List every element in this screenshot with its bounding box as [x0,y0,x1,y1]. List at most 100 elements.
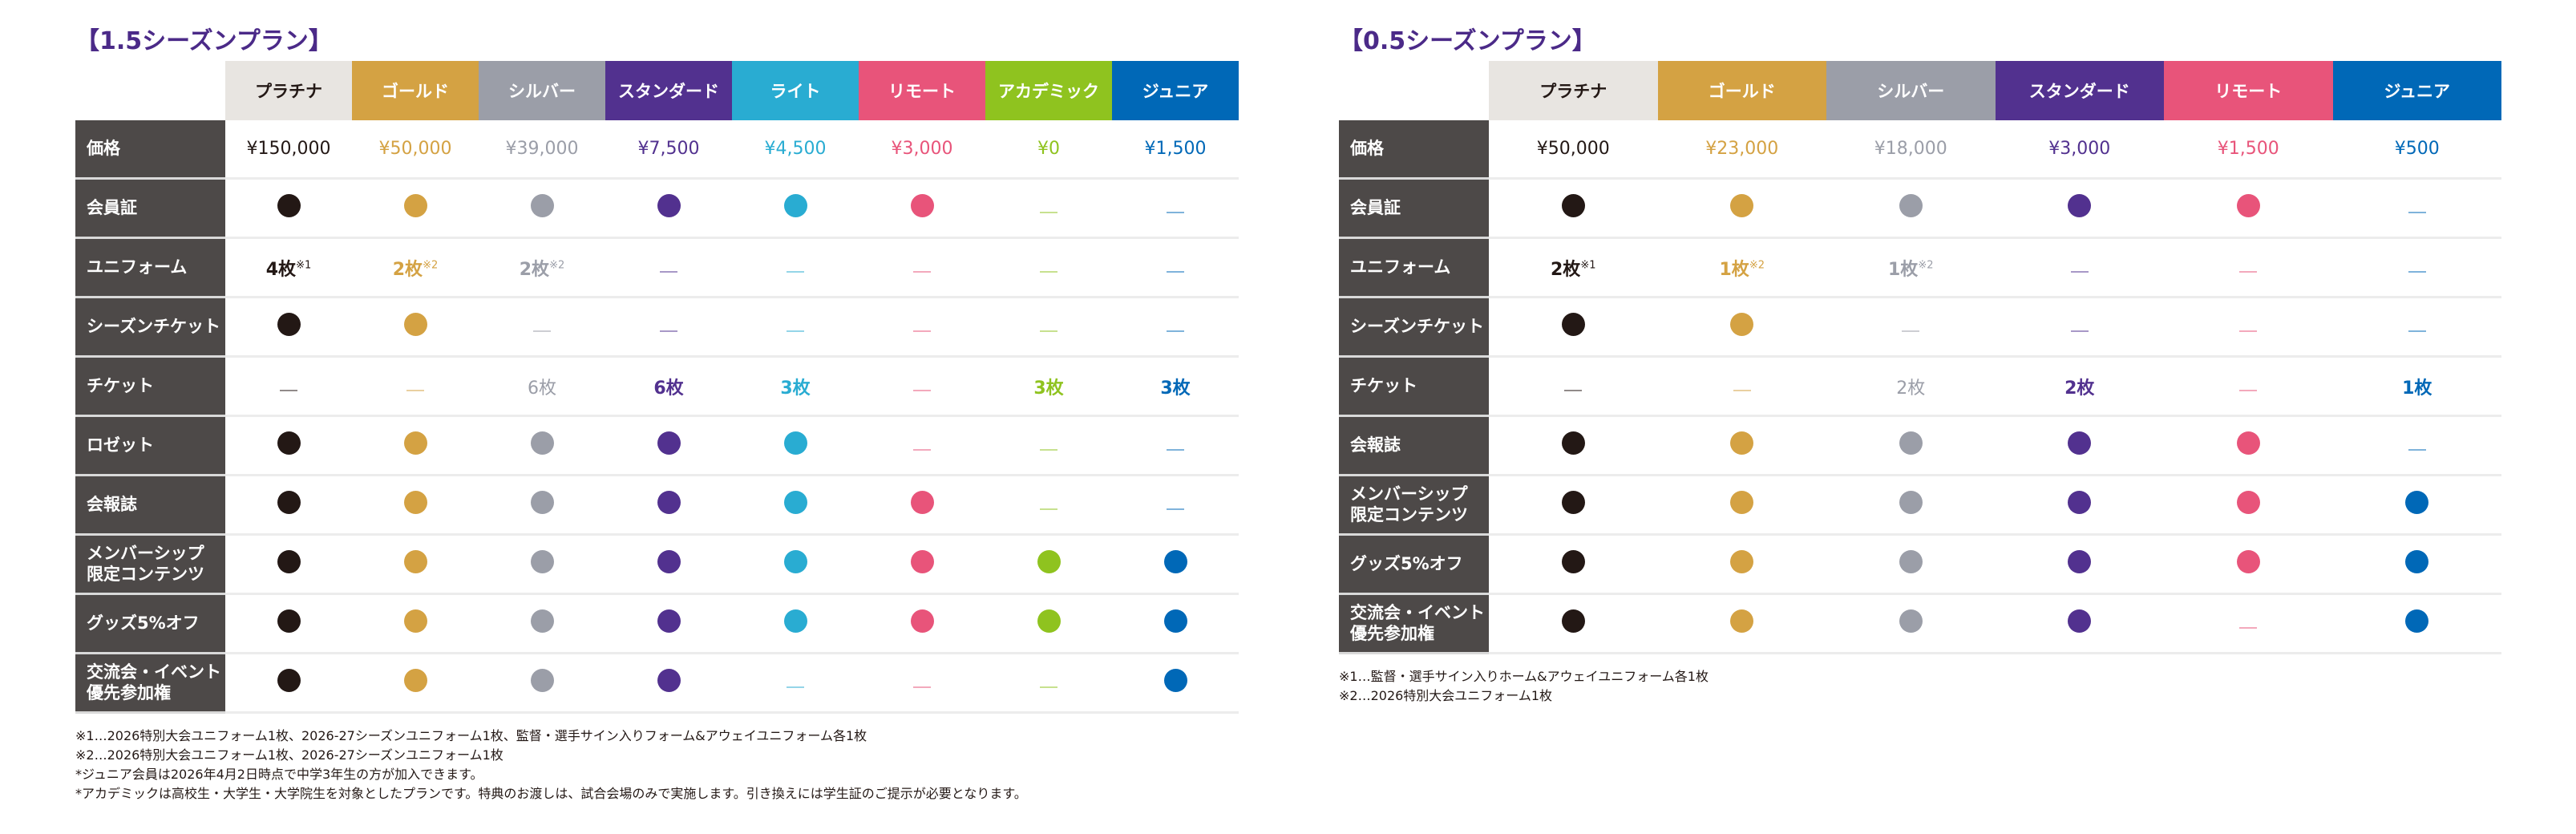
not-included-dash-icon [2408,449,2426,451]
included-dot-icon [530,550,554,573]
table-cell [1826,415,1996,476]
row-label: 価格 [75,120,225,180]
table-cell [2164,415,2333,476]
cell-value: ¥18,000 [1874,139,1947,159]
included-dot-icon [657,491,681,514]
included-dot-icon [1899,431,1923,455]
table-cell: ¥50,000 [352,120,479,180]
included-dot-icon [783,609,807,633]
table-cell [985,178,1112,239]
table-cell: 6枚 [479,356,605,417]
table-cell [479,178,605,239]
table-cell [1657,178,1826,239]
included-dot-icon [277,194,301,217]
cell-value: ¥50,000 [378,139,452,159]
cell-value: ¥3,000 [2048,139,2111,159]
footnote: ※2…2026特別大会ユニフォーム1枚、2026-27シーズンユニフォーム1枚 [75,747,503,763]
table-row: シーズンチケット [75,297,1239,358]
table-cell: 2枚 [1826,356,1996,417]
included-dot-icon [783,431,807,455]
table-cell [985,237,1112,298]
included-dot-icon [657,550,681,573]
table-cell [225,593,352,654]
table-row: 交流会・イベント 優先参加権 [1339,593,2501,654]
not-included-dash-icon [1167,330,1184,332]
included-dot-icon [2405,609,2429,633]
table-row: チケット 2枚 2枚 1枚 [1339,356,2501,417]
table-cell [2164,297,2333,358]
table-row: ユニフォーム 4枚※1 2枚※2 2枚※2 [75,237,1239,298]
table-cell [605,297,732,358]
table-cell [1826,593,1996,654]
table-cell [859,356,985,417]
table-cell: ¥1,500 [1112,120,1239,180]
included-dot-icon [1730,609,1754,633]
table-row: ユニフォーム 2枚※1 1枚※2 1枚※2 [1339,237,2501,298]
table-cell: 2枚※2 [352,237,479,298]
cell-value: ¥3,000 [891,139,953,159]
not-included-dash-icon [660,330,677,332]
not-included-dash-icon [1040,449,1057,451]
table-cell: 3枚 [985,356,1112,417]
table-cell [1112,297,1239,358]
header-corner [75,61,225,120]
included-dot-icon [403,669,427,692]
table-cell [352,475,479,536]
cell-value: 3枚 [780,378,811,399]
footnote: *アカデミックは高校生・大学生・大学院生を対象としたプランです。特典のお渡しは、… [75,786,1027,801]
table-cell [352,356,479,417]
row-label: 会員証 [1339,178,1489,239]
table-cell [859,475,985,536]
column-header: リモート [2164,61,2333,120]
table-cell [859,178,985,239]
table-cell [1995,237,2164,298]
cell-value: 6枚 [653,378,684,399]
cell-value: ¥39,000 [505,139,579,159]
table-cell [1112,415,1239,476]
cell-value: 4枚 [265,259,297,280]
table-cell [479,593,605,654]
table-cell [2332,237,2501,298]
not-included-dash-icon [787,686,804,688]
not-included-dash-icon [1040,686,1057,688]
row-label: シーズンチケット [75,297,225,358]
table-cell [2332,415,2501,476]
table-cell [605,237,732,298]
included-dot-icon [657,194,681,217]
table-cell [225,653,352,714]
table-cell [2164,593,2333,654]
included-dot-icon [277,491,301,514]
table-cell: 3枚 [1112,356,1239,417]
cell-value: 3枚 [1033,378,1064,399]
not-included-dash-icon [913,449,931,451]
table-cell [2332,593,2501,654]
table-cell [1995,178,2164,239]
table-cell [732,415,859,476]
table-row: 会員証 [75,178,1239,239]
row-label: グッズ5%オフ [1339,534,1489,595]
table-cell [1995,415,2164,476]
table-cell [1826,178,1996,239]
not-included-dash-icon [1040,212,1057,213]
included-dot-icon [1163,669,1187,692]
included-dot-icon [1730,491,1754,514]
included-dot-icon [1730,313,1754,336]
table-cell [859,534,985,595]
table-row: シーズンチケット [1339,297,2501,358]
table-cell: 2枚※1 [1489,237,1658,298]
included-dot-icon [2068,431,2092,455]
table-row: メンバーシップ 限定コンテンツ [75,534,1239,595]
included-dot-icon [783,550,807,573]
table-cell [2164,475,2333,536]
not-included-dash-icon [1564,390,1583,391]
table-cell [1489,356,1658,417]
included-dot-icon [910,491,934,514]
included-dot-icon [277,313,301,336]
not-included-dash-icon [1167,449,1184,451]
included-dot-icon [910,194,934,217]
table-cell [2164,178,2333,239]
table-cell [352,297,479,358]
table-cell [352,593,479,654]
column-header: シルバー [1826,61,1996,120]
cell-value: 1枚 [1888,259,1919,280]
